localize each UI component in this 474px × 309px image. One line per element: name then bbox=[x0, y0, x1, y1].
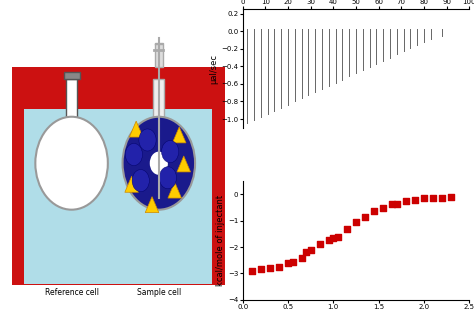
Point bbox=[266, 266, 273, 271]
Text: Sample cell: Sample cell bbox=[137, 288, 181, 297]
Point bbox=[447, 194, 455, 199]
Point bbox=[343, 226, 351, 231]
FancyBboxPatch shape bbox=[11, 67, 225, 285]
Point bbox=[370, 209, 378, 214]
Point bbox=[420, 196, 428, 201]
Polygon shape bbox=[125, 176, 138, 192]
Circle shape bbox=[36, 117, 108, 210]
Bar bbox=[66, 79, 77, 117]
Polygon shape bbox=[168, 182, 182, 198]
Point bbox=[379, 205, 387, 210]
Bar bbox=[153, 79, 164, 117]
Polygon shape bbox=[129, 121, 143, 137]
Point bbox=[411, 197, 419, 202]
Bar bbox=[64, 72, 80, 79]
Circle shape bbox=[162, 141, 179, 163]
Circle shape bbox=[159, 167, 176, 189]
Point bbox=[316, 242, 323, 247]
Point bbox=[298, 255, 305, 260]
Point bbox=[257, 267, 264, 272]
Circle shape bbox=[123, 117, 195, 210]
Polygon shape bbox=[145, 197, 159, 213]
Circle shape bbox=[139, 129, 156, 151]
Point bbox=[275, 264, 283, 269]
Circle shape bbox=[150, 152, 168, 175]
Y-axis label: kcal/mole of injectant: kcal/mole of injectant bbox=[216, 195, 225, 286]
Point bbox=[393, 201, 401, 206]
Polygon shape bbox=[173, 127, 186, 143]
Point bbox=[402, 198, 410, 203]
Point bbox=[352, 219, 360, 224]
Polygon shape bbox=[177, 156, 191, 172]
Point bbox=[438, 195, 446, 200]
Point bbox=[429, 196, 437, 201]
Point bbox=[325, 238, 333, 243]
Bar bbox=[155, 43, 163, 67]
Point bbox=[248, 268, 255, 273]
FancyBboxPatch shape bbox=[24, 109, 212, 284]
Point bbox=[334, 234, 342, 239]
Point bbox=[329, 235, 337, 240]
Point bbox=[388, 201, 396, 206]
Circle shape bbox=[125, 143, 143, 166]
Point bbox=[307, 247, 314, 252]
Point bbox=[284, 260, 292, 265]
Point bbox=[289, 259, 296, 264]
Point bbox=[361, 214, 369, 219]
Point bbox=[302, 250, 310, 255]
Y-axis label: μal/sec: μal/sec bbox=[210, 53, 219, 83]
Text: Reference cell: Reference cell bbox=[45, 288, 99, 297]
Bar bbox=[11, 92, 225, 109]
Circle shape bbox=[132, 170, 149, 192]
